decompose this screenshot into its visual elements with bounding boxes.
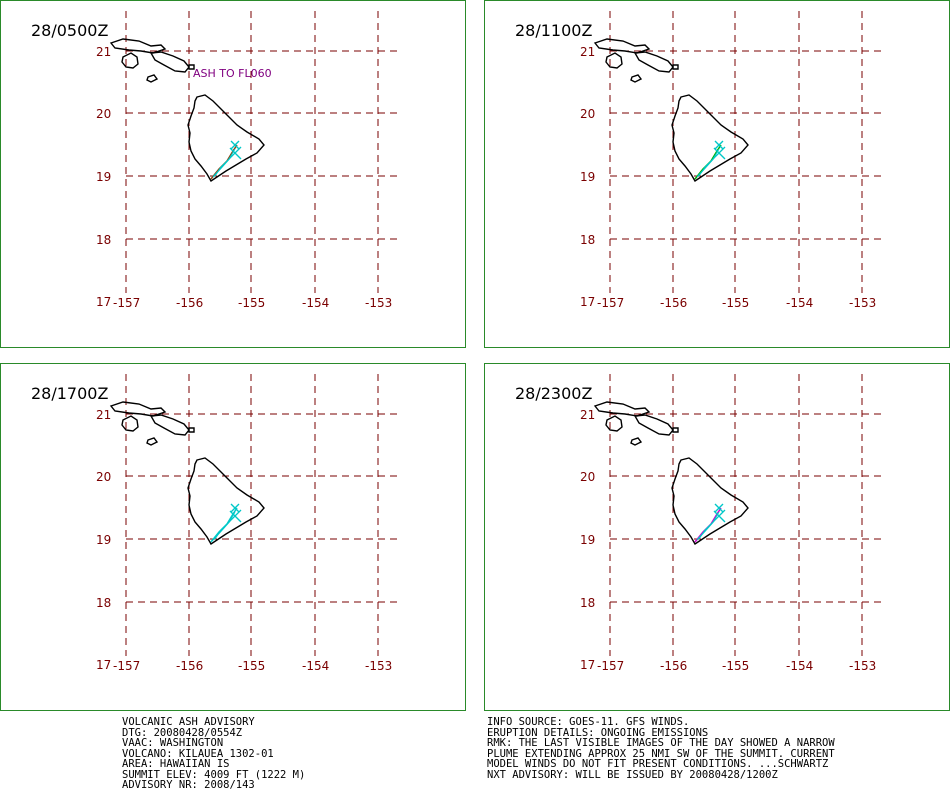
- advisory-line: AREA: HAWAIIAN IS: [122, 758, 230, 770]
- longitude-tick-label: -155: [238, 659, 265, 673]
- coastline: [672, 427, 679, 433]
- coastline: [630, 437, 643, 446]
- latitude-tick-label: 21: [96, 45, 111, 59]
- latitude-tick-label: 19: [96, 170, 111, 184]
- coastline: [121, 415, 139, 432]
- longitude-tick-label: -154: [786, 296, 813, 310]
- latitude-tick-label: 21: [96, 408, 111, 422]
- ash-plume: [210, 503, 242, 543]
- coastline: [671, 457, 749, 545]
- advisory-line: ADVISORY NR: 2008/143: [122, 779, 255, 791]
- latitude-tick-label: 18: [96, 233, 111, 247]
- longitude-tick-label: -155: [238, 296, 265, 310]
- longitude-tick-label: -157: [597, 296, 624, 310]
- panel-time-label: 28/0500Z: [31, 21, 108, 40]
- longitude-tick-label: -153: [849, 659, 876, 673]
- coastline: [187, 457, 265, 545]
- coastline: [146, 74, 159, 83]
- coastline: [187, 94, 265, 182]
- coastline: [149, 414, 190, 436]
- latitude-tick-label: 18: [580, 596, 595, 610]
- panel-time-label: 28/1700Z: [31, 384, 108, 403]
- advisory-line: MODEL WINDS DO NOT FIT PRESENT CONDITION…: [487, 758, 829, 770]
- longitude-tick-label: -154: [302, 296, 329, 310]
- advisory-info-right: INFO SOURCE: GOES-11. GFS WINDS. ERUPTION…: [487, 717, 835, 780]
- coastline: [633, 414, 674, 436]
- map-svg: 21 20 19 18 17 -157 -156 -155 -154 -153 28/0500Z AS…: [31, 11, 401, 310]
- latitude-tick-label: 19: [96, 533, 111, 547]
- coastline: [672, 64, 679, 70]
- coastline: [149, 51, 190, 73]
- longitude-tick-label: -153: [365, 296, 392, 310]
- coastline: [633, 51, 674, 73]
- longitude-tick-label: -153: [849, 296, 876, 310]
- map-svg: 21 20 19 18 17 -157 -156 -155 -154 -153 28/1100Z: [515, 11, 885, 310]
- longitude-tick-label: -156: [176, 296, 203, 310]
- coastline: [671, 94, 749, 182]
- latitude-tick-label: 17: [580, 658, 595, 672]
- coastline: [146, 437, 159, 446]
- advisory-line: INFO SOURCE: GOES-11. GFS WINDS.: [487, 716, 690, 728]
- latitude-tick-label: 20: [96, 107, 111, 121]
- latitude-tick-label: 19: [580, 170, 595, 184]
- coastline: [605, 52, 623, 69]
- advisory-line: NXT ADVISORY: WILL BE ISSUED BY 20080428…: [487, 768, 778, 781]
- advisory-line: VOLCANO: KILAUEA 1302-01: [122, 747, 274, 760]
- longitude-tick-label: -157: [113, 659, 140, 673]
- advisory-info-left: VOLCANIC ASH ADVISORY DTG: 20080428/0554Z…: [122, 717, 305, 791]
- longitude-tick-label: -156: [660, 296, 687, 310]
- longitude-tick-label: -156: [176, 659, 203, 673]
- coastline: [188, 427, 195, 433]
- panel-time-label: 28/1100Z: [515, 21, 592, 40]
- latitude-tick-label: 19: [580, 533, 595, 547]
- longitude-tick-label: -155: [722, 296, 749, 310]
- advisory-line: DTG: 20080428/0554Z: [122, 726, 243, 739]
- ash-annotation: ASH TO FL060: [193, 67, 272, 80]
- coastline: [109, 401, 167, 417]
- latitude-tick-label: 21: [580, 408, 595, 422]
- ash-plume: [210, 140, 242, 180]
- map-panel: 21 20 19 18 17 -157 -156 -155 -154 -153 28/1100Z: [484, 0, 950, 348]
- map-panel: 21 20 19 18 17 -157 -156 -155 -154 -153 28/2300Z: [484, 363, 950, 711]
- longitude-tick-label: -155: [722, 659, 749, 673]
- longitude-tick-label: -154: [302, 659, 329, 673]
- coastline: [109, 38, 167, 54]
- map-svg: 21 20 19 18 17 -157 -156 -155 -154 -153 28/2300Z: [515, 374, 885, 673]
- panel-time-label: 28/2300Z: [515, 384, 592, 403]
- latitude-tick-label: 20: [580, 470, 595, 484]
- coastline: [593, 38, 651, 54]
- latitude-tick-label: 20: [580, 107, 595, 121]
- latitude-tick-label: 21: [580, 45, 595, 59]
- latitude-tick-label: 18: [96, 596, 111, 610]
- longitude-tick-label: -154: [786, 659, 813, 673]
- advisory-line: VAAC: WASHINGTON: [122, 737, 224, 749]
- longitude-tick-label: -153: [365, 659, 392, 673]
- latitude-tick-label: 17: [96, 295, 111, 309]
- map-svg: 21 20 19 18 17 -157 -156 -155 -154 -153 28/1700Z: [31, 374, 401, 673]
- ash-plume: [694, 140, 726, 180]
- coastline: [188, 64, 195, 70]
- latitude-tick-label: 20: [96, 470, 111, 484]
- advisory-line: RMK: THE LAST VISIBLE IMAGES OF THE DAY …: [487, 737, 835, 749]
- coastline: [605, 415, 623, 432]
- coastline: [593, 401, 651, 417]
- advisory-line: VOLCANIC ASH ADVISORY: [122, 716, 255, 728]
- advisory-line: SUMMIT ELEV: 4009 FT (1222 M): [122, 768, 306, 781]
- map-panel: 21 20 19 18 17 -157 -156 -155 -154 -153 28/1700Z: [0, 363, 466, 711]
- advisory-line: ERUPTION DETAILS: ONGOING EMISSIONS: [487, 726, 709, 739]
- ash-plume: [694, 503, 726, 543]
- longitude-tick-label: -157: [113, 296, 140, 310]
- latitude-tick-label: 18: [580, 233, 595, 247]
- coastline: [121, 52, 139, 69]
- advisory-line: PLUME EXTENDING APPROX 25 NMI SW OF THE …: [487, 747, 835, 760]
- map-panel: 21 20 19 18 17 -157 -156 -155 -154 -153 28/0500Z AS…: [0, 0, 466, 348]
- longitude-tick-label: -157: [597, 659, 624, 673]
- latitude-tick-label: 17: [580, 295, 595, 309]
- latitude-tick-label: 17: [96, 658, 111, 672]
- longitude-tick-label: -156: [660, 659, 687, 673]
- coastline: [630, 74, 643, 83]
